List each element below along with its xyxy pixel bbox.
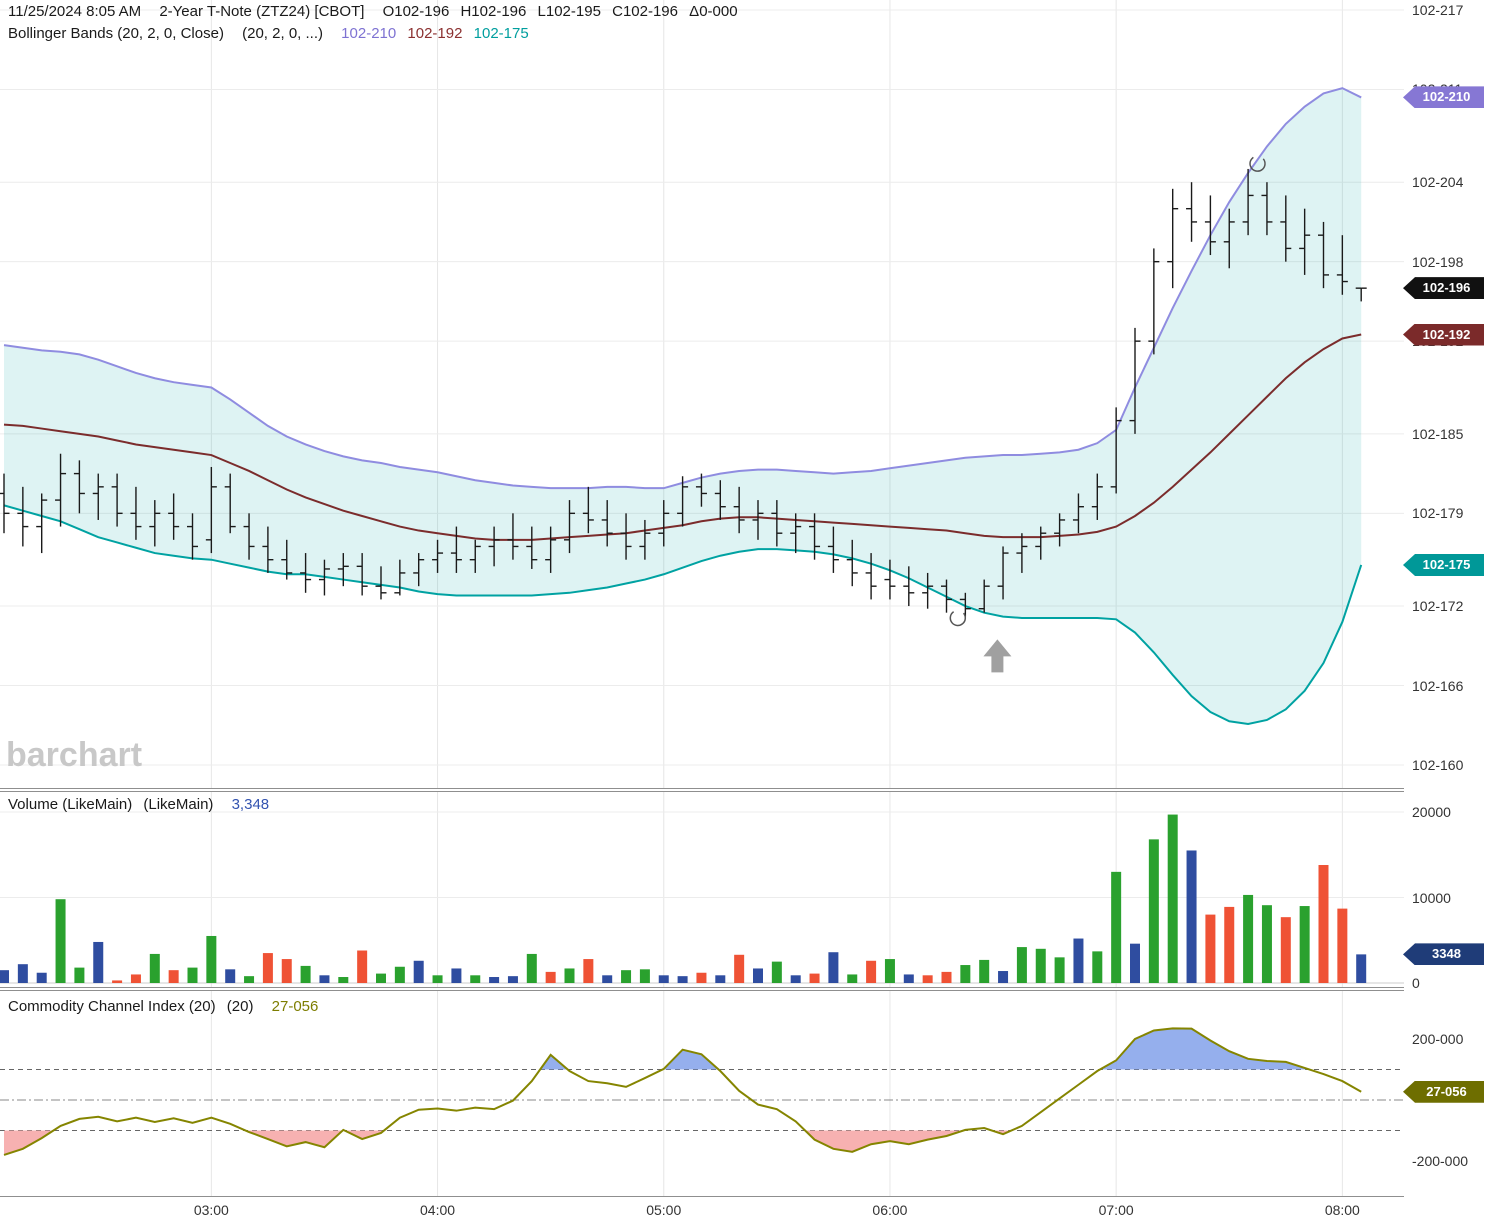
y-axis-label: 0 xyxy=(1412,975,1420,991)
cci-study-name: Commodity Channel Index (20) xyxy=(8,998,216,1015)
study-header-bollinger: Bollinger Bands (20, 2, 0, Close) (20, 2… xyxy=(8,25,536,42)
quote-close: C102-196 xyxy=(612,3,678,20)
circle-annotation xyxy=(1249,155,1266,172)
circle-annotation xyxy=(949,609,967,627)
x-axis-label: 03:00 xyxy=(193,1202,229,1218)
last-value-badge: 27-056 xyxy=(1403,1080,1484,1103)
volume-study-params: (LikeMain) xyxy=(143,796,214,813)
quote-high: H102-196 xyxy=(460,3,527,20)
volume-value: 3,348 xyxy=(231,796,270,813)
last-value-badge: 102-210 xyxy=(1403,86,1484,109)
x-axis-label: 04:00 xyxy=(420,1202,456,1218)
x-axis-label: 08:00 xyxy=(1324,1202,1360,1218)
study-name: Bollinger Bands (20, 2, 0, Close) xyxy=(8,25,224,42)
y-axis-label: 102-217 xyxy=(1412,2,1464,18)
y-axis-label: 20000 xyxy=(1412,804,1451,820)
bollinger-upper-value: 102-210 xyxy=(341,25,397,42)
last-value-badge: 3348 xyxy=(1403,943,1484,966)
study-params: (20, 2, 0, ...) xyxy=(242,25,323,42)
last-value-badge: 102-196 xyxy=(1403,277,1484,300)
y-axis-label: 102-160 xyxy=(1412,757,1464,773)
panel-separator xyxy=(0,987,1404,991)
quote-header: 11/25/2024 8:05 AM 2-Year T-Note (ZTZ24)… xyxy=(8,3,745,20)
last-value-badge: 102-192 xyxy=(1403,323,1484,346)
cci-study-params: (20) xyxy=(226,998,254,1015)
quote-low: L102-195 xyxy=(537,3,601,20)
y-axis-label: 102-172 xyxy=(1412,598,1464,615)
cci-header: Commodity Channel Index (20) (20) 27-056 xyxy=(8,998,325,1015)
volume-panel-canvas[interactable] xyxy=(0,792,1404,987)
y-axis-label: 200-000 xyxy=(1412,1031,1464,1047)
quote-open: O102-196 xyxy=(382,3,450,20)
quote-change: Δ0-000 xyxy=(689,3,738,20)
y-axis-label: 102-204 xyxy=(1412,174,1464,191)
last-value-badge: 102-175 xyxy=(1403,553,1484,576)
x-axis-line xyxy=(0,1196,1404,1197)
quote-datetime: 11/25/2024 8:05 AM xyxy=(8,3,142,20)
x-axis-label: 06:00 xyxy=(872,1202,908,1218)
bollinger-lower-value: 102-175 xyxy=(473,25,529,42)
bollinger-middle-value: 102-192 xyxy=(407,25,463,42)
cci-value: 27-056 xyxy=(271,998,319,1015)
barchart-logo: barchart xyxy=(6,736,143,774)
y-axis-label: 102-166 xyxy=(1412,677,1464,694)
price-panel-canvas[interactable] xyxy=(0,0,1404,788)
quote-symbol: 2-Year T-Note (ZTZ24) [CBOT] xyxy=(159,3,365,20)
y-axis-label: 102-185 xyxy=(1412,425,1464,442)
volume-study-name: Volume (LikeMain) xyxy=(8,796,133,813)
up-arrow-annotation xyxy=(983,639,1012,673)
x-axis-label: 07:00 xyxy=(1098,1202,1134,1218)
cci-panel-canvas[interactable] xyxy=(0,991,1404,1196)
x-axis-label: 05:00 xyxy=(646,1202,682,1218)
volume-header: Volume (LikeMain) (LikeMain) 3,348 xyxy=(8,796,276,813)
y-axis-label: 10000 xyxy=(1412,889,1451,906)
y-axis-label: -200-000 xyxy=(1412,1153,1469,1169)
panel-separator xyxy=(0,788,1404,792)
y-axis-label: 102-198 xyxy=(1412,253,1464,270)
y-axis-label: 102-179 xyxy=(1412,505,1464,522)
